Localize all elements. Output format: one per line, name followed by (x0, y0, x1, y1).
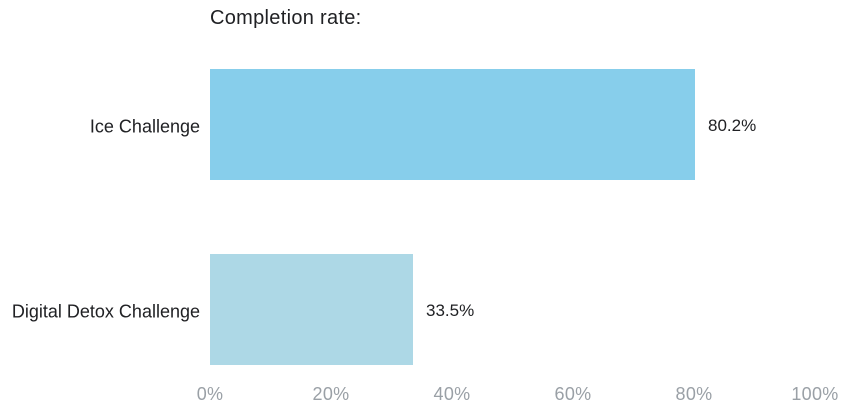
category-label: Digital Detox Challenge (11, 301, 200, 321)
x-axis-tick: 40% (433, 384, 471, 404)
bar (210, 254, 413, 365)
x-axis-tick: 60% (554, 384, 592, 404)
x-axis-tick: 100% (791, 384, 839, 404)
category-label: Ice Challenge (89, 116, 200, 136)
x-axis-tick: 20% (312, 384, 350, 404)
bar (210, 69, 695, 180)
value-label: 80.2% (708, 115, 757, 135)
chart-title: Completion rate: (210, 7, 362, 29)
x-axis-tick: 80% (675, 384, 713, 404)
x-axis: 0% 20% 40% 60% 80% 100% (0, 384, 850, 410)
x-axis-tick: 0% (196, 384, 224, 404)
value-label: 33.5% (426, 300, 475, 320)
